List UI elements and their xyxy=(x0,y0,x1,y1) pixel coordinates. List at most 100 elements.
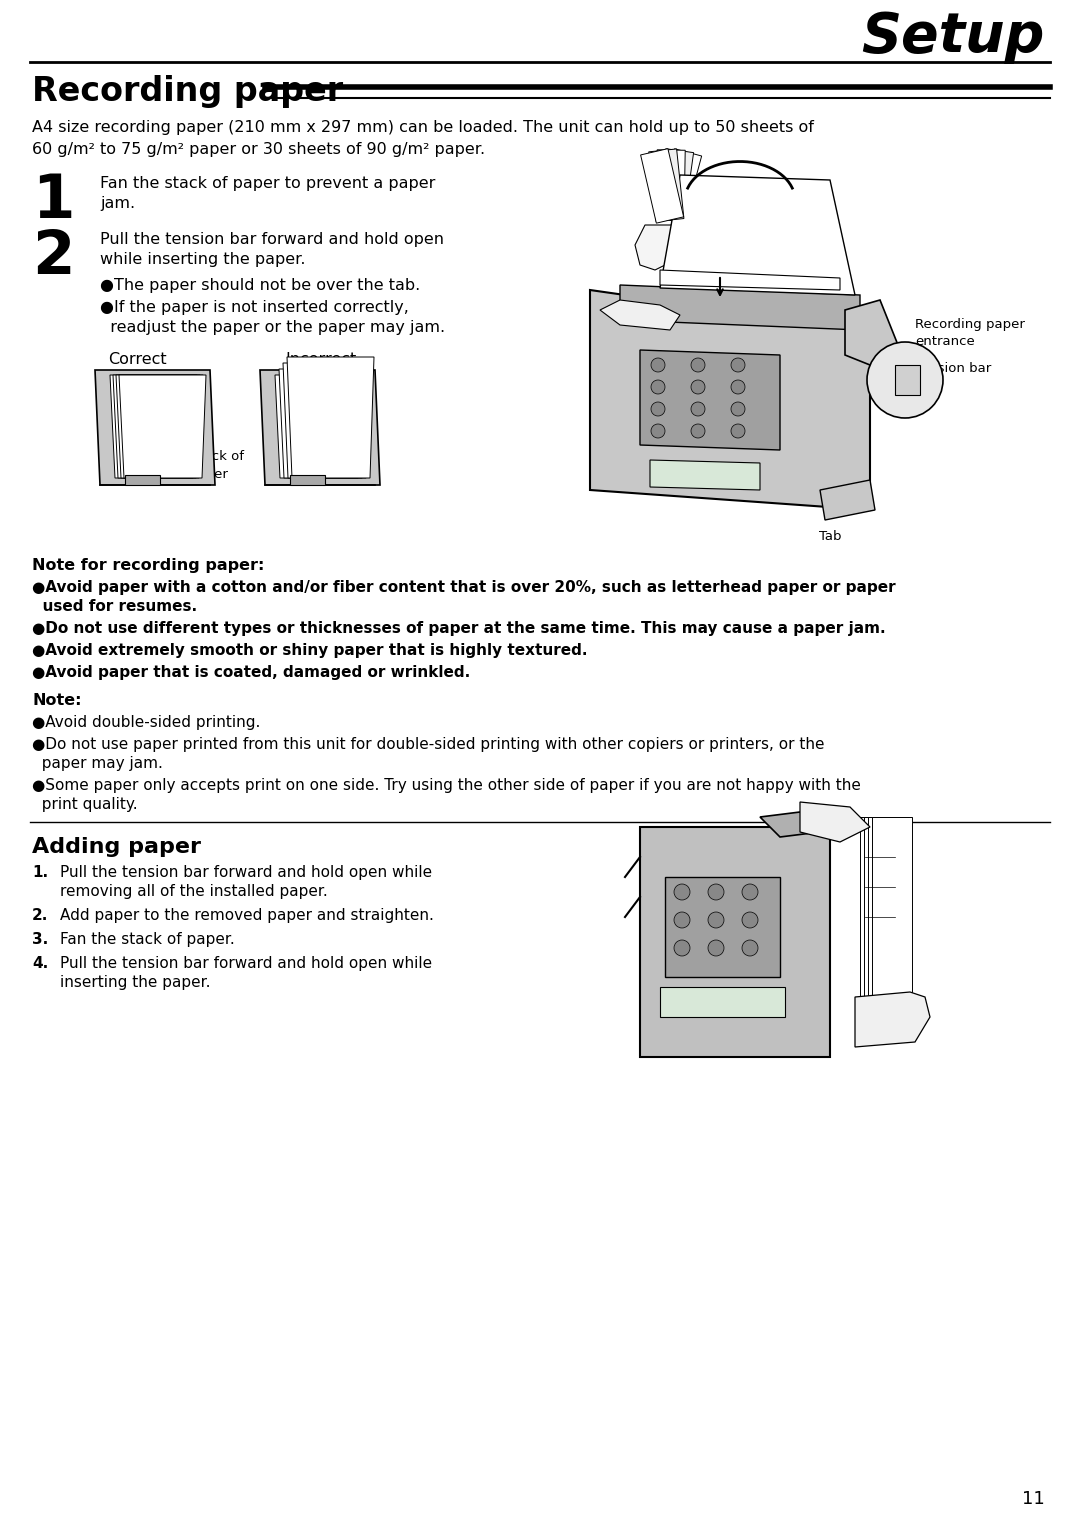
Polygon shape xyxy=(640,148,684,223)
Polygon shape xyxy=(113,375,200,478)
Polygon shape xyxy=(116,375,203,478)
Text: ●Avoid double-sided printing.: ●Avoid double-sided printing. xyxy=(32,716,260,729)
Polygon shape xyxy=(872,816,912,1038)
Circle shape xyxy=(674,940,690,955)
Text: ●If the paper is not inserted correctly,: ●If the paper is not inserted correctly, xyxy=(100,301,409,314)
Polygon shape xyxy=(640,349,780,450)
Text: ●Some paper only accepts print on one side. Try using the other side of paper if: ●Some paper only accepts print on one si… xyxy=(32,778,861,794)
Circle shape xyxy=(742,913,758,928)
Text: Recording paper: Recording paper xyxy=(32,75,343,108)
Polygon shape xyxy=(640,827,831,1058)
Text: Pull the tension bar forward and hold open while: Pull the tension bar forward and hold op… xyxy=(60,955,432,971)
Circle shape xyxy=(691,380,705,394)
Text: Recording paper: Recording paper xyxy=(915,317,1025,331)
Polygon shape xyxy=(855,992,930,1047)
Polygon shape xyxy=(864,816,904,1038)
Circle shape xyxy=(691,401,705,417)
Circle shape xyxy=(651,359,665,372)
Text: Incorrect: Incorrect xyxy=(285,353,356,366)
Polygon shape xyxy=(845,301,900,365)
Text: ●The paper should not be over the tab.: ●The paper should not be over the tab. xyxy=(100,278,420,293)
Circle shape xyxy=(867,342,943,418)
Text: ●Avoid extremely smooth or shiny paper that is highly textured.: ●Avoid extremely smooth or shiny paper t… xyxy=(32,642,588,658)
Polygon shape xyxy=(125,475,160,485)
Polygon shape xyxy=(650,459,760,490)
Text: entrance: entrance xyxy=(915,336,975,348)
Text: print quality.: print quality. xyxy=(32,797,137,812)
Polygon shape xyxy=(95,369,215,485)
Polygon shape xyxy=(660,175,855,295)
Text: Note for recording paper:: Note for recording paper: xyxy=(32,559,265,572)
Text: Fan the stack of paper to prevent a paper: Fan the stack of paper to prevent a pape… xyxy=(100,175,435,191)
Text: Tension bar: Tension bar xyxy=(730,845,809,859)
Polygon shape xyxy=(820,481,875,520)
Circle shape xyxy=(742,884,758,900)
Polygon shape xyxy=(283,363,370,478)
Text: Setup: Setup xyxy=(862,11,1045,64)
Circle shape xyxy=(651,424,665,438)
Text: ●Avoid paper with a cotton and/or fiber content that is over 20%, such as letter: ●Avoid paper with a cotton and/or fiber … xyxy=(32,580,895,595)
Text: A4 size recording paper (210 mm x 297 mm) can be loaded. The unit can hold up to: A4 size recording paper (210 mm x 297 mm… xyxy=(32,121,814,134)
Circle shape xyxy=(651,380,665,394)
Text: Fan the stack of paper.: Fan the stack of paper. xyxy=(60,932,234,948)
Circle shape xyxy=(651,401,665,417)
Polygon shape xyxy=(275,375,362,478)
Polygon shape xyxy=(635,224,700,270)
Text: while inserting the paper.: while inserting the paper. xyxy=(100,252,306,267)
Text: Pull the tension bar forward and hold open: Pull the tension bar forward and hold op… xyxy=(100,232,444,247)
Polygon shape xyxy=(657,148,693,221)
Polygon shape xyxy=(660,270,840,290)
Text: removing all of the installed paper.: removing all of the installed paper. xyxy=(60,884,327,899)
Polygon shape xyxy=(657,148,702,224)
Polygon shape xyxy=(800,803,870,842)
Circle shape xyxy=(691,424,705,438)
Text: 60 g/m² to 75 g/m² paper or 30 sheets of 90 g/m² paper.: 60 g/m² to 75 g/m² paper or 30 sheets of… xyxy=(32,142,485,157)
Text: 2.: 2. xyxy=(32,908,49,923)
Text: Adding paper: Adding paper xyxy=(32,836,201,858)
Circle shape xyxy=(674,884,690,900)
Text: 1: 1 xyxy=(32,172,75,230)
Polygon shape xyxy=(291,475,325,485)
Text: Add paper to the removed paper and straighten.: Add paper to the removed paper and strai… xyxy=(60,908,434,923)
Polygon shape xyxy=(590,290,870,510)
Text: readjust the paper or the paper may jam.: readjust the paper or the paper may jam. xyxy=(100,320,445,336)
Polygon shape xyxy=(656,150,685,220)
Polygon shape xyxy=(649,150,684,221)
Circle shape xyxy=(731,359,745,372)
Circle shape xyxy=(731,424,745,438)
Text: jam.: jam. xyxy=(100,195,135,211)
Circle shape xyxy=(674,913,690,928)
Text: 2: 2 xyxy=(32,227,75,287)
Polygon shape xyxy=(110,375,197,478)
Text: Note:: Note: xyxy=(32,693,81,708)
Polygon shape xyxy=(660,987,785,1016)
Polygon shape xyxy=(287,357,374,478)
Text: used for resumes.: used for resumes. xyxy=(32,600,198,613)
Circle shape xyxy=(708,913,724,928)
Text: ●Do not use different types or thicknesses of paper at the same time. This may c: ●Do not use different types or thickness… xyxy=(32,621,886,636)
Circle shape xyxy=(742,940,758,955)
Text: 1.: 1. xyxy=(32,865,49,881)
Text: 4.: 4. xyxy=(32,955,49,971)
Polygon shape xyxy=(665,877,780,977)
Text: 3.: 3. xyxy=(32,932,49,948)
Polygon shape xyxy=(760,812,820,836)
Text: inserting the paper.: inserting the paper. xyxy=(60,975,211,990)
Polygon shape xyxy=(860,816,900,1038)
Polygon shape xyxy=(620,285,860,330)
Text: Tab: Tab xyxy=(819,530,841,543)
Circle shape xyxy=(708,884,724,900)
Text: ●Do not use paper printed from this unit for double-sided printing with other co: ●Do not use paper printed from this unit… xyxy=(32,737,824,752)
Polygon shape xyxy=(868,816,908,1038)
Text: Stack of: Stack of xyxy=(190,450,244,462)
Text: Pull the tension bar forward and hold open while: Pull the tension bar forward and hold op… xyxy=(60,865,432,881)
Polygon shape xyxy=(260,369,380,485)
Circle shape xyxy=(708,940,724,955)
Polygon shape xyxy=(119,375,206,478)
Text: Tension bar: Tension bar xyxy=(915,362,991,375)
Circle shape xyxy=(731,401,745,417)
Text: ●Avoid paper that is coated, damaged or wrinkled.: ●Avoid paper that is coated, damaged or … xyxy=(32,665,470,681)
Text: Correct: Correct xyxy=(108,353,166,366)
Text: paper: paper xyxy=(190,468,229,481)
Polygon shape xyxy=(600,301,680,330)
